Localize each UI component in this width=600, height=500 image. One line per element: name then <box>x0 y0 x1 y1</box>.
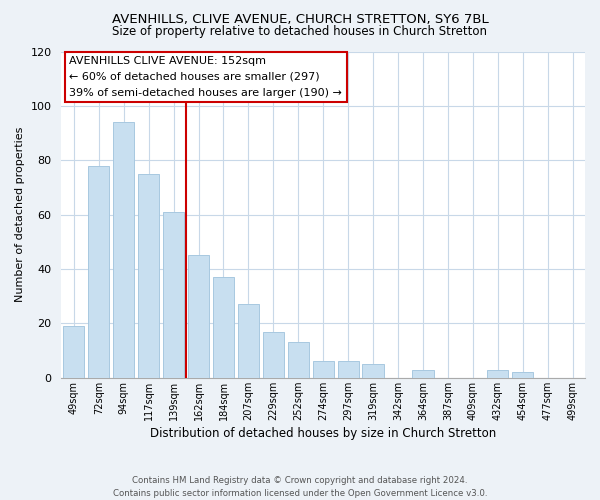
Bar <box>313 362 334 378</box>
Bar <box>487 370 508 378</box>
Text: AVENHILLS CLIVE AVENUE: 152sqm
← 60% of detached houses are smaller (297)
39% of: AVENHILLS CLIVE AVENUE: 152sqm ← 60% of … <box>69 56 342 98</box>
Bar <box>287 342 309 378</box>
Bar <box>138 174 159 378</box>
Bar <box>113 122 134 378</box>
Text: AVENHILLS, CLIVE AVENUE, CHURCH STRETTON, SY6 7BL: AVENHILLS, CLIVE AVENUE, CHURCH STRETTON… <box>112 12 488 26</box>
Bar <box>412 370 434 378</box>
Bar <box>88 166 109 378</box>
Bar <box>63 326 85 378</box>
Bar <box>362 364 383 378</box>
Bar <box>263 332 284 378</box>
Bar <box>213 277 234 378</box>
Bar <box>188 256 209 378</box>
X-axis label: Distribution of detached houses by size in Church Stretton: Distribution of detached houses by size … <box>150 427 496 440</box>
Bar <box>338 362 359 378</box>
Y-axis label: Number of detached properties: Number of detached properties <box>15 127 25 302</box>
Bar <box>238 304 259 378</box>
Bar <box>512 372 533 378</box>
Text: Size of property relative to detached houses in Church Stretton: Size of property relative to detached ho… <box>113 25 487 38</box>
Text: Contains HM Land Registry data © Crown copyright and database right 2024.
Contai: Contains HM Land Registry data © Crown c… <box>113 476 487 498</box>
Bar <box>163 212 184 378</box>
